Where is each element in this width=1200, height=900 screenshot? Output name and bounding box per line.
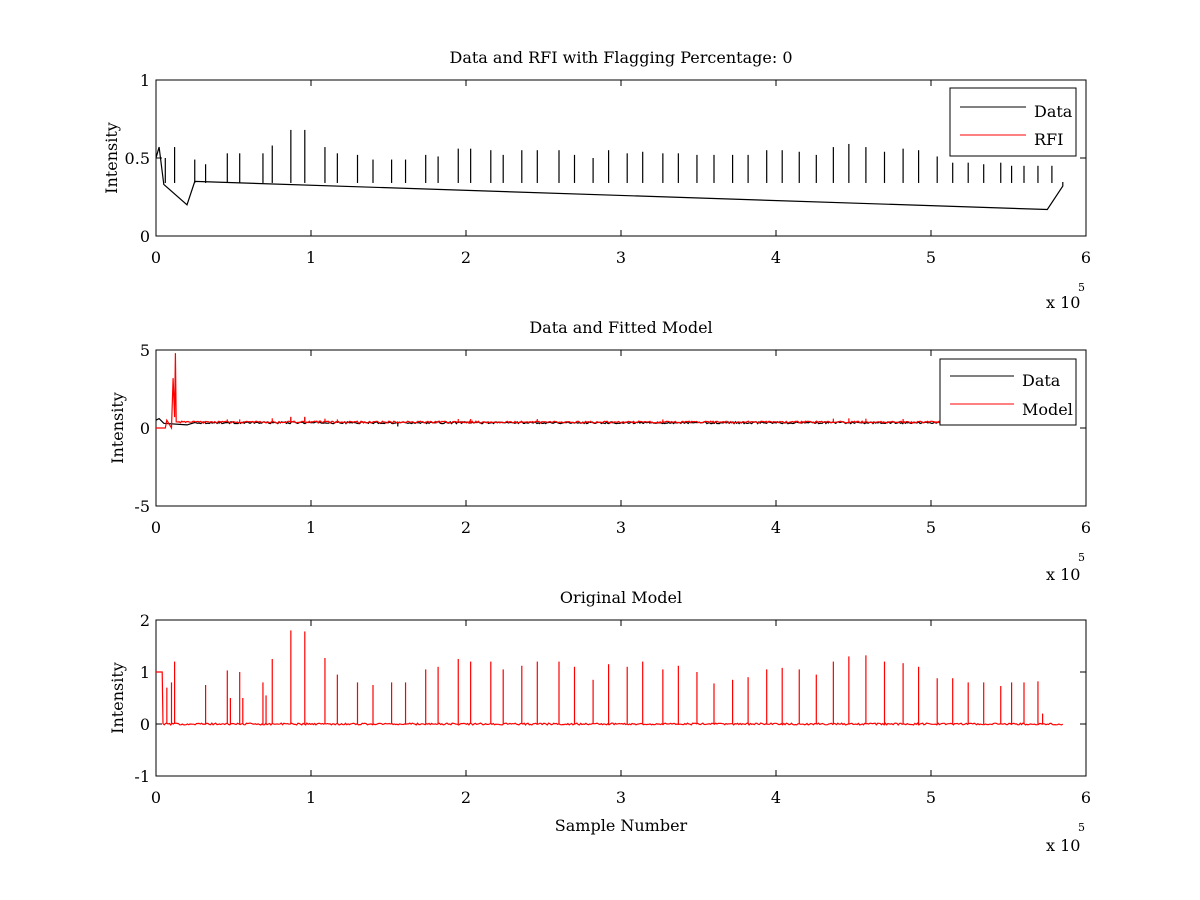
- x-tick-label: 6: [1081, 248, 1091, 267]
- panel-1-x-multiplier: x 10: [1046, 293, 1080, 312]
- panel-2-title: Data and Fitted Model: [529, 318, 712, 337]
- panel-1-legend-box: [949, 87, 1077, 157]
- series-trace: [156, 353, 1063, 431]
- x-tick-label: 0: [151, 788, 161, 807]
- panel-1-series: [156, 129, 1064, 211]
- series-trace: [156, 146, 1064, 211]
- panel-1-ylabel: Intensity: [102, 122, 121, 194]
- x-tick-label: 4: [771, 788, 781, 807]
- series-model-group: [156, 630, 1064, 726]
- panel-2-legend-box: [939, 358, 1077, 426]
- y-tick-label: -1: [134, 767, 150, 786]
- x-tick-label: 1: [306, 788, 316, 807]
- x-tick-label: 6: [1081, 518, 1091, 537]
- x-tick-label: 5: [926, 248, 936, 267]
- panel-2-ylabel: Intensity: [108, 392, 127, 464]
- series-model-group: [156, 353, 1063, 431]
- y-tick-label: 0: [140, 419, 150, 438]
- x-tick-label: 3: [616, 788, 626, 807]
- y-tick-label: 2: [140, 611, 150, 630]
- panel-2-ticks: 0 1 2 3 4 5 6-505: [134, 341, 1091, 537]
- y-tick-label: 0: [140, 227, 150, 246]
- panel-2-series: [156, 353, 1063, 431]
- x-tick-label: 5: [926, 788, 936, 807]
- panel-1-legend-data-label: Data: [1034, 102, 1073, 121]
- panel-3-x-multiplier: x 10: [1046, 836, 1080, 855]
- x-tick-label: 0: [151, 248, 161, 267]
- x-tick-label: 0: [151, 518, 161, 537]
- y-tick-label: 1: [140, 663, 150, 682]
- panel-1: Data and RFI with Flagging Percentage: 0…: [102, 48, 1091, 312]
- y-tick-label: 5: [140, 341, 150, 360]
- x-tick-label: 4: [771, 248, 781, 267]
- panel-2-legend-model-label: Model: [1022, 400, 1073, 419]
- x-tick-label: 2: [461, 248, 471, 267]
- panel-3-axes-box: [155, 619, 1087, 777]
- panel-3-x-exponent: 5: [1078, 821, 1085, 834]
- x-tick-label: 4: [771, 518, 781, 537]
- x-tick-label: 5: [926, 518, 936, 537]
- y-tick-label: 0.5: [125, 149, 150, 168]
- panel-1-legend-rfi-label: RFI: [1034, 130, 1063, 149]
- panel-2-x-multiplier: x 10: [1046, 565, 1080, 584]
- panel-2-legend-data-label: Data: [1022, 371, 1061, 390]
- x-tick-label: 3: [616, 518, 626, 537]
- x-tick-label: 6: [1081, 788, 1091, 807]
- panel-2: Data and Fitted Model Intensity 0 1 2 3 4 5 6 -…: [108, 318, 1091, 584]
- panel-3-xlabel: Sample Number: [555, 816, 688, 835]
- x-tick-label: 1: [306, 248, 316, 267]
- panel-1-title: Data and RFI with Flagging Percentage: 0: [449, 48, 792, 67]
- panel-3-ylabel: Intensity: [108, 662, 127, 734]
- panel-1-ticks: 0 1 2 3 4 5 6 0 0.5 1: [125, 71, 1092, 267]
- panel-3-series: [156, 630, 1064, 726]
- x-tick-label: 3: [616, 248, 626, 267]
- series-trace: [156, 671, 1064, 726]
- panel-2-axes-box: [155, 349, 1087, 507]
- panel-1-axes-box: [155, 79, 1087, 237]
- y-tick-label: 0: [140, 715, 150, 734]
- panel-3-title: Original Model: [560, 588, 682, 607]
- panel-2-legend: Data Model: [939, 358, 1077, 426]
- panel-2-x-exponent: 5: [1078, 551, 1085, 564]
- y-tick-label: -5: [134, 497, 150, 516]
- panel-1-x-exponent: 5: [1078, 281, 1085, 294]
- x-tick-label: 2: [461, 518, 471, 537]
- series-data-group: [156, 129, 1064, 211]
- panel-1-legend: Data RFI: [949, 87, 1077, 157]
- x-tick-label: 1: [306, 518, 316, 537]
- x-tick-label: 2: [461, 788, 471, 807]
- y-tick-label: 1: [140, 71, 150, 90]
